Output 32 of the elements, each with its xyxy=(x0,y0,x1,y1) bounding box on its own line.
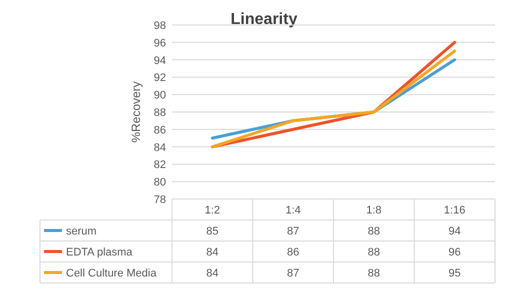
x-tick-label: 1:2 xyxy=(204,204,220,216)
x-tick-label: 1:4 xyxy=(285,204,301,216)
legend-label: serum xyxy=(66,226,97,238)
legend-label: Cell Culture Media xyxy=(66,268,158,280)
y-tick-label: 98 xyxy=(154,20,166,32)
y-tick-label: 86 xyxy=(154,124,166,136)
data-label: 85 xyxy=(206,226,218,238)
x-tick-label: 1:16 xyxy=(444,204,466,216)
data-label: 87 xyxy=(287,226,300,238)
x-tick-label: 1:8 xyxy=(366,204,382,216)
y-tick-label: 94 xyxy=(154,54,166,67)
y-tick-label: 96 xyxy=(154,37,166,50)
y-tick-label: 82 xyxy=(154,159,166,172)
y-tick-label: 90 xyxy=(154,90,166,102)
data-label: 88 xyxy=(368,268,380,280)
y-tick-label: 92 xyxy=(154,72,166,84)
data-label: 87 xyxy=(287,268,300,280)
legend-label: EDTA plasma xyxy=(66,246,134,258)
y-tick-label: 80 xyxy=(154,176,166,189)
y-tick-label: 88 xyxy=(154,107,166,119)
y-tick-label: 84 xyxy=(154,142,166,154)
data-label: 84 xyxy=(206,268,218,280)
y-tick-label: 78 xyxy=(154,194,166,206)
data-label: 88 xyxy=(368,226,380,238)
chart-title: Linearity xyxy=(230,11,298,28)
data-label: 95 xyxy=(448,268,461,280)
data-label: 84 xyxy=(206,246,218,258)
data-label: 94 xyxy=(448,226,461,238)
data-label: 96 xyxy=(448,246,461,258)
data-label: 86 xyxy=(287,246,300,258)
data-label: 88 xyxy=(368,246,380,258)
y-axis-title: %Recovery xyxy=(129,81,143,143)
